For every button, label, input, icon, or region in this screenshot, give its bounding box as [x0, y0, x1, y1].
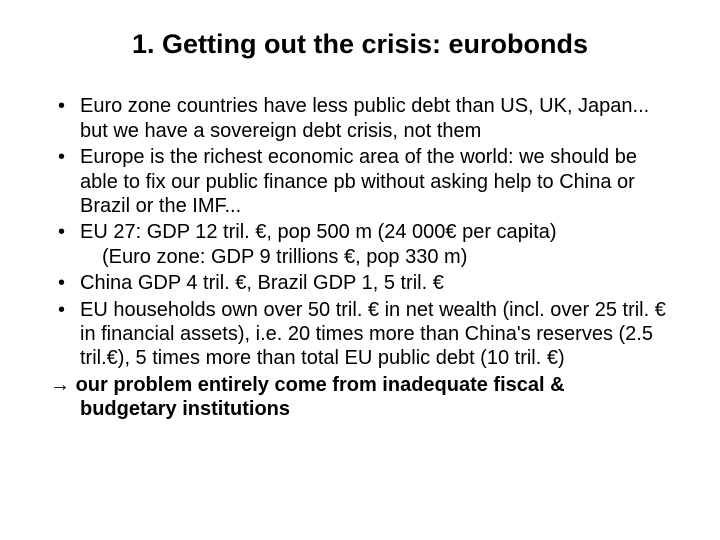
slide: 1. Getting out the crisis: eurobonds Eur… [0, 0, 720, 540]
conclusion-text-line1: our problem entirely come from inadequat… [76, 374, 565, 396]
conclusion: → our problem entirely come from inadequ… [50, 373, 670, 422]
bullet-list: Euro zone countries have less public deb… [50, 94, 670, 370]
list-item: Euro zone countries have less public deb… [50, 94, 670, 143]
list-item: EU 27: GDP 12 tril. €, pop 500 m (24 000… [50, 220, 670, 269]
list-item: China GDP 4 tril. €, Brazil GDP 1, 5 tri… [50, 271, 670, 295]
conclusion-text-line2: budgetary institutions [50, 397, 670, 421]
list-item-subtext: (Euro zone: GDP 9 trillions €, pop 330 m… [80, 245, 670, 269]
slide-title: 1. Getting out the crisis: eurobonds [50, 28, 670, 60]
arrow-icon: → [50, 374, 76, 396]
list-item: EU households own over 50 tril. € in net… [50, 298, 670, 371]
list-item: Europe is the richest economic area of t… [50, 145, 670, 218]
list-item-text: EU 27: GDP 12 tril. €, pop 500 m (24 000… [80, 221, 557, 243]
